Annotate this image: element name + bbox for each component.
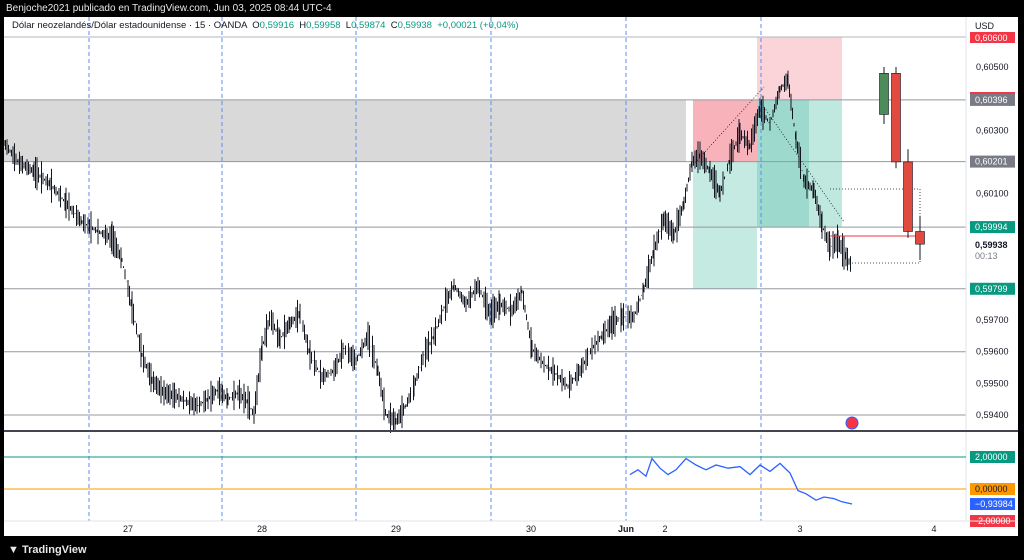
legend-c-label: C [390,20,398,31]
price-tag-text: 0,59799 [975,284,1008,294]
position-stop-zone [693,99,757,162]
x-tick-label: 28 [257,524,267,534]
legend-low: 0,59874 [351,20,386,31]
legend-high: 0,59958 [306,20,341,31]
plot-background [4,17,1018,536]
x-tick-label: 29 [391,524,401,534]
legend-close: 0,59938 [397,20,432,31]
x-tick-label: Jun [618,524,634,534]
legend-o-label: O [252,20,260,31]
price-tag-text: 0,59994 [975,222,1008,232]
price-tag [970,221,1015,234]
chart-canvas[interactable]: 0,605000,604000,603000,601000,597000,596… [4,17,1018,536]
candle-body [879,73,889,115]
candle-body [891,73,901,163]
footer-brand: TradingView [21,544,87,556]
legend-open: 0,59916 [259,20,295,31]
last-price-text: 0,59938 [975,240,1008,250]
candle-body [903,161,913,232]
y-tick-label: 0,59600 [976,347,1009,357]
price-tag [970,93,1015,106]
x-tick-label: 30 [526,524,536,534]
publisher-text: Benjoche2021 publicado en TradingView.co… [6,3,332,14]
price-tag [970,282,1015,295]
y-tick-label: 0,60100 [976,189,1009,199]
projection-line [692,86,765,166]
x-tick-label: 3 [797,524,802,534]
oscillator-last-tag [970,498,1015,511]
oscillator-last-text: −0,93984 [975,499,1013,509]
top-price-text: 0,60600 [975,33,1008,43]
legend-l-label: L [345,20,352,31]
footer-bar: ▼ TradingView [0,540,1024,560]
y-tick-label: 0,60300 [976,125,1009,135]
legend-change: +0,00021 (+0,04%) [437,20,519,31]
countdown-text: 00:13 [975,251,998,261]
position-target-zone [693,161,757,289]
oscillator-level-tag [970,483,1015,495]
x-tick-label: 4 [931,524,936,534]
currency-label[interactable]: USD [974,21,994,31]
x-tick-label: 27 [123,524,133,534]
y-tick-label: 0,59700 [976,315,1009,325]
position-stop-zone-2 [757,37,842,100]
y-tick-label: 0,60500 [976,62,1009,72]
y-tick-label: 0,59500 [976,378,1009,388]
supply-zone [4,99,686,162]
top-price-tag [970,32,1015,43]
tradingview-logo-icon[interactable]: ▼ TradingView [8,544,87,556]
price-series [4,70,851,433]
legend-symbol: Dólar neozelandés/Dólar estadounidense ·… [12,20,247,31]
publisher-header: Benjoche2021 publicado en TradingView.co… [0,0,1024,17]
price-tag-text: 0,60201 [975,157,1008,167]
oscillator-level-tag [970,451,1015,463]
x-tick-label: 2 [662,524,667,534]
legend-h-label: H [299,20,307,31]
pane-separator [4,430,1018,432]
price-tag [970,155,1015,168]
oscillator-level-text: 2,00000 [975,452,1008,462]
candle-body [915,231,925,245]
event-flag-icon [845,416,859,430]
price-tag-text: 0,60396 [975,95,1008,105]
chart-legend: Dólar neozelandés/Dólar estadounidense ·… [12,20,519,31]
y-tick-label: 0,59400 [976,410,1009,420]
chart-frame[interactable]: 0,605000,604000,603000,601000,597000,596… [4,17,1018,536]
oscillator-level-text: 0,00000 [975,484,1008,494]
oscillator-series [629,457,853,505]
